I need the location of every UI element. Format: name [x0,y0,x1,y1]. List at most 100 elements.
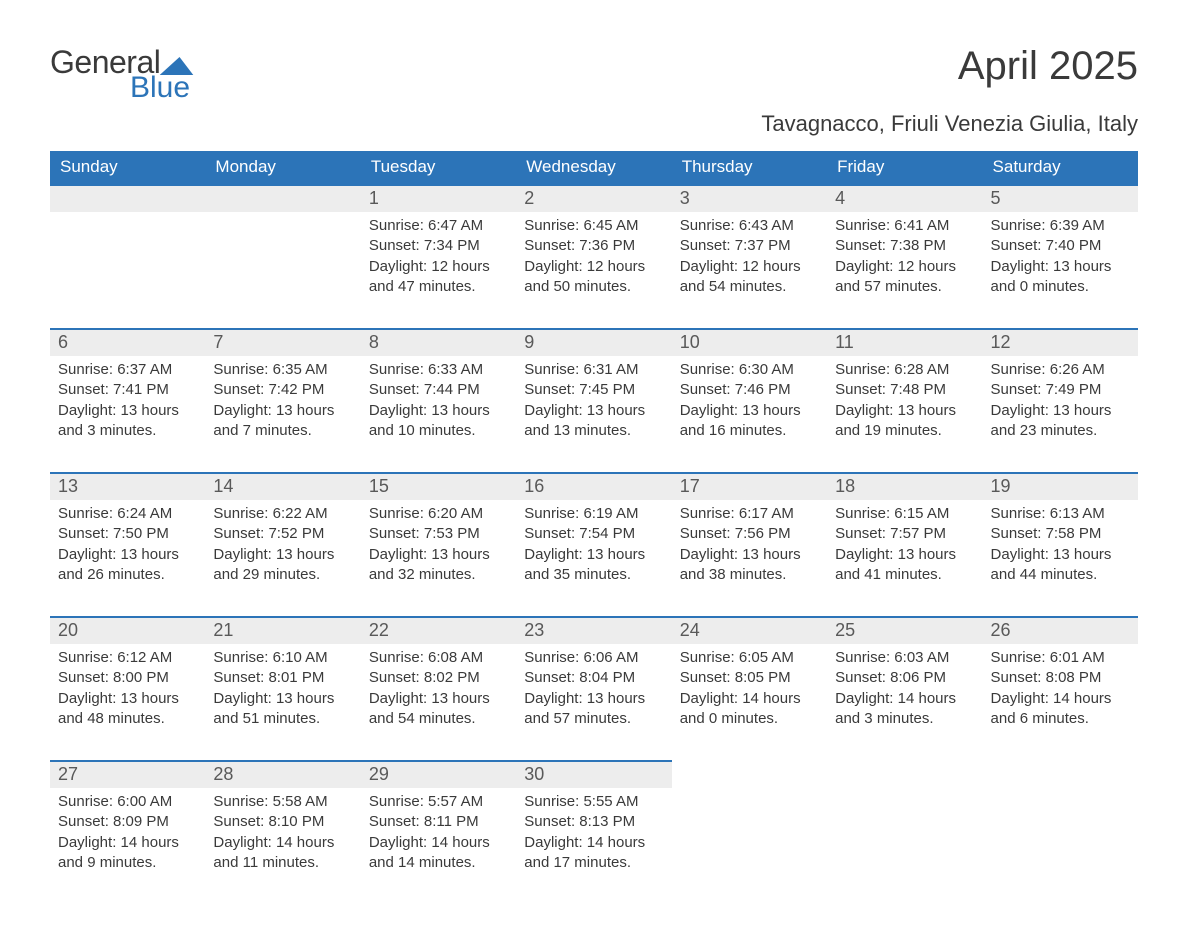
sunrise-line: Sunrise: 5:57 AM [369,792,508,812]
location-subtitle: Tavagnacco, Friuli Venezia Giulia, Italy [50,111,1138,137]
sunset-line: Sunset: 7:53 PM [369,524,508,544]
sunset-line: Sunset: 7:46 PM [680,380,819,400]
day-detail: Sunrise: 6:17 AMSunset: 7:56 PMDaylight:… [672,500,827,589]
daylight-line: and 44 minutes. [991,565,1130,585]
daylight-line: Daylight: 13 hours [213,401,352,421]
day-number-band: 1 [361,184,516,212]
day-number-band: 10 [672,328,827,356]
daylight-line: Daylight: 13 hours [524,689,663,709]
daylight-line: and 14 minutes. [369,853,508,873]
day-detail: Sunrise: 6:01 AMSunset: 8:08 PMDaylight:… [983,644,1138,733]
day-detail: Sunrise: 6:06 AMSunset: 8:04 PMDaylight:… [516,644,671,733]
daylight-line: Daylight: 13 hours [991,401,1130,421]
col-header: Saturday [983,151,1138,184]
daylight-line: Daylight: 13 hours [991,257,1130,277]
sunrise-line: Sunrise: 6:35 AM [213,360,352,380]
daylight-line: and 29 minutes. [213,565,352,585]
sunset-line: Sunset: 7:36 PM [524,236,663,256]
daylight-line: and 23 minutes. [991,421,1130,441]
day-detail: Sunrise: 6:05 AMSunset: 8:05 PMDaylight:… [672,644,827,733]
day-detail: Sunrise: 6:28 AMSunset: 7:48 PMDaylight:… [827,356,982,445]
sunset-line: Sunset: 8:11 PM [369,812,508,832]
daylight-line: and 7 minutes. [213,421,352,441]
day-detail: Sunrise: 6:35 AMSunset: 7:42 PMDaylight:… [205,356,360,445]
daylight-line: Daylight: 14 hours [680,689,819,709]
calendar-cell: 26Sunrise: 6:01 AMSunset: 8:08 PMDayligh… [983,616,1138,760]
calendar-cell: 10Sunrise: 6:30 AMSunset: 7:46 PMDayligh… [672,328,827,472]
sunrise-line: Sunrise: 6:19 AM [524,504,663,524]
sunrise-line: Sunrise: 6:13 AM [991,504,1130,524]
daylight-line: and 32 minutes. [369,565,508,585]
daylight-line: Daylight: 14 hours [369,833,508,853]
daylight-line: and 10 minutes. [369,421,508,441]
day-number-band: 18 [827,472,982,500]
sunset-line: Sunset: 8:10 PM [213,812,352,832]
daylight-line: and 54 minutes. [680,277,819,297]
sunrise-line: Sunrise: 6:30 AM [680,360,819,380]
daylight-line: and 3 minutes. [835,709,974,729]
day-number-band: 26 [983,616,1138,644]
col-header: Monday [205,151,360,184]
day-number-band: 19 [983,472,1138,500]
daylight-line: and 0 minutes. [680,709,819,729]
daylight-line: and 19 minutes. [835,421,974,441]
logo-word2: Blue [130,71,190,105]
sunrise-line: Sunrise: 6:33 AM [369,360,508,380]
daylight-line: and 47 minutes. [369,277,508,297]
calendar-cell [50,184,205,328]
sunrise-line: Sunrise: 6:06 AM [524,648,663,668]
day-number-band: 28 [205,760,360,788]
day-number-band: 24 [672,616,827,644]
sunset-line: Sunset: 8:06 PM [835,668,974,688]
sunrise-line: Sunrise: 5:55 AM [524,792,663,812]
sunset-line: Sunset: 8:02 PM [369,668,508,688]
col-header: Thursday [672,151,827,184]
calendar-cell: 29Sunrise: 5:57 AMSunset: 8:11 PMDayligh… [361,760,516,904]
day-detail: Sunrise: 6:26 AMSunset: 7:49 PMDaylight:… [983,356,1138,445]
sunrise-line: Sunrise: 6:39 AM [991,216,1130,236]
day-number-band: 2 [516,184,671,212]
day-detail: Sunrise: 6:30 AMSunset: 7:46 PMDaylight:… [672,356,827,445]
daylight-line: and 9 minutes. [58,853,197,873]
daylight-line: Daylight: 14 hours [58,833,197,853]
day-header-row: Sunday Monday Tuesday Wednesday Thursday… [50,151,1138,184]
day-detail: Sunrise: 6:12 AMSunset: 8:00 PMDaylight:… [50,644,205,733]
sunrise-line: Sunrise: 6:47 AM [369,216,508,236]
sunrise-line: Sunrise: 6:28 AM [835,360,974,380]
page-title: April 2025 [958,44,1138,89]
calendar-week-row: 27Sunrise: 6:00 AMSunset: 8:09 PMDayligh… [50,760,1138,904]
col-header: Friday [827,151,982,184]
day-number-band: 17 [672,472,827,500]
daylight-line: Daylight: 13 hours [369,689,508,709]
calendar-cell: 24Sunrise: 6:05 AMSunset: 8:05 PMDayligh… [672,616,827,760]
day-number-band: 3 [672,184,827,212]
daylight-line: and 38 minutes. [680,565,819,585]
day-number-band: 7 [205,328,360,356]
sunrise-line: Sunrise: 5:58 AM [213,792,352,812]
sunset-line: Sunset: 7:56 PM [680,524,819,544]
day-number-band: 15 [361,472,516,500]
day-detail: Sunrise: 5:55 AMSunset: 8:13 PMDaylight:… [516,788,671,877]
calendar-cell: 25Sunrise: 6:03 AMSunset: 8:06 PMDayligh… [827,616,982,760]
daylight-line: Daylight: 14 hours [524,833,663,853]
logo-triangle-icon [160,57,197,75]
calendar-cell: 19Sunrise: 6:13 AMSunset: 7:58 PMDayligh… [983,472,1138,616]
sunrise-line: Sunrise: 6:01 AM [991,648,1130,668]
calendar-cell: 30Sunrise: 5:55 AMSunset: 8:13 PMDayligh… [516,760,671,904]
calendar-cell [205,184,360,328]
sunrise-line: Sunrise: 6:05 AM [680,648,819,668]
day-number-band [50,184,205,212]
day-detail: Sunrise: 6:19 AMSunset: 7:54 PMDaylight:… [516,500,671,589]
sunrise-line: Sunrise: 6:20 AM [369,504,508,524]
day-detail: Sunrise: 5:58 AMSunset: 8:10 PMDaylight:… [205,788,360,877]
sunset-line: Sunset: 7:49 PM [991,380,1130,400]
calendar-week-row: 20Sunrise: 6:12 AMSunset: 8:00 PMDayligh… [50,616,1138,760]
day-detail: Sunrise: 6:00 AMSunset: 8:09 PMDaylight:… [50,788,205,877]
sunset-line: Sunset: 7:54 PM [524,524,663,544]
calendar-cell: 28Sunrise: 5:58 AMSunset: 8:10 PMDayligh… [205,760,360,904]
calendar-cell: 18Sunrise: 6:15 AMSunset: 7:57 PMDayligh… [827,472,982,616]
col-header: Tuesday [361,151,516,184]
day-number-band: 14 [205,472,360,500]
calendar-cell: 1Sunrise: 6:47 AMSunset: 7:34 PMDaylight… [361,184,516,328]
day-number-band: 11 [827,328,982,356]
